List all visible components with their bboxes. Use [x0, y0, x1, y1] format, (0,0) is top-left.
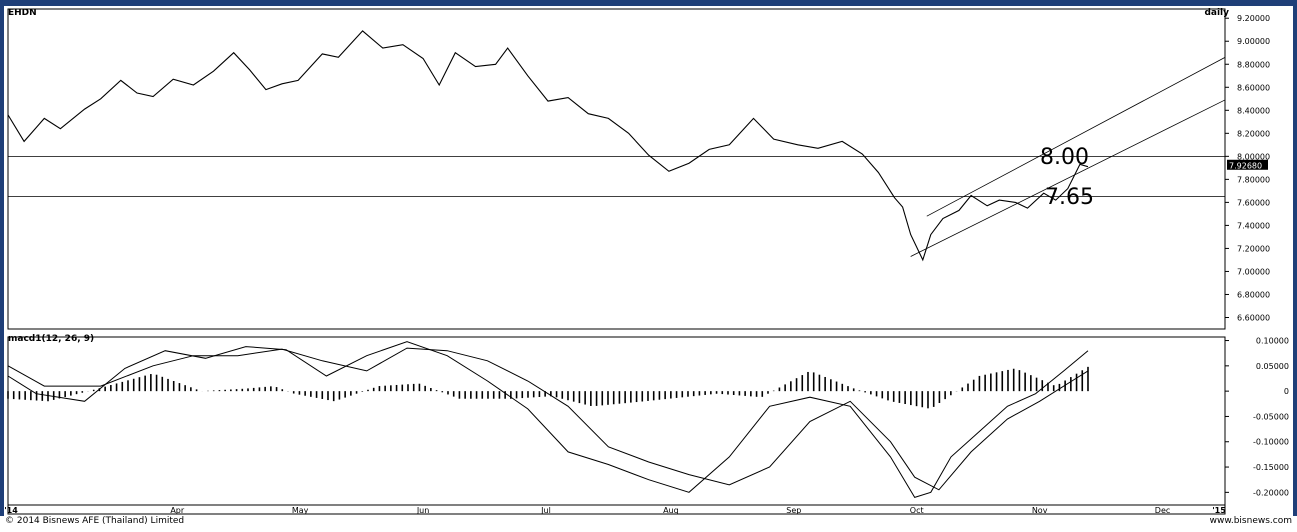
macd-y-tick-label: 0	[1284, 387, 1289, 396]
price-y-tick-label: 8.00000	[1237, 152, 1270, 161]
x-axis-label: Jul	[540, 506, 551, 515]
x-axis-label: '15	[1212, 506, 1226, 515]
macd-macd-line	[7, 341, 1089, 498]
level-annotation: 8.00	[1040, 145, 1089, 170]
macd-signal-line	[7, 347, 1089, 491]
macd-panel: 0.10000 0.05000 0 -0.05000 -0.10000 -0.15000 -…	[7, 337, 1289, 498]
price-y-tick-label: 8.40000	[1237, 106, 1270, 115]
price-y-tick-label: 7.40000	[1237, 221, 1270, 230]
right-frame-bar	[1293, 0, 1297, 516]
macd-y-tick-label: -0.05000	[1253, 412, 1289, 421]
trend-channel-upper-line	[926, 56, 1226, 217]
price-panel-frame	[7, 8, 1226, 330]
x-axis-label: Apr	[170, 506, 185, 515]
level-annotation: 7.65	[1045, 185, 1094, 210]
x-axis: '14 Apr May Jun Jul Aug Sep Oct Nov Dec '15	[4, 506, 1226, 515]
price-y-tick-label: 7.20000	[1237, 244, 1270, 253]
price-y-tick-label: 6.60000	[1237, 313, 1270, 322]
x-axis-frame	[7, 504, 1226, 515]
price-y-tick-label: 8.80000	[1237, 60, 1270, 69]
x-axis-label: Aug	[663, 506, 679, 515]
panel-frames	[7, 8, 1226, 515]
macd-y-tick-label: -0.20000	[1253, 488, 1289, 497]
x-axis-label: '14	[4, 506, 18, 515]
x-axis-label: May	[292, 506, 309, 515]
macd-y-tick-label: 0.05000	[1256, 362, 1289, 371]
x-axis-label: Nov	[1032, 506, 1048, 515]
trend-channel-lower-line	[910, 99, 1226, 257]
price-y-tick-label: 6.80000	[1237, 290, 1270, 299]
price-y-tick-label: 9.00000	[1237, 37, 1270, 46]
price-series-line	[7, 30, 1089, 262]
macd-y-tick-label: 0.10000	[1256, 337, 1289, 346]
x-axis-label: Jun	[416, 506, 430, 515]
symbol-label: EHDN	[8, 8, 37, 18]
macd-label: macd1(12, 26, 9)	[8, 334, 94, 344]
left-frame-bar	[0, 0, 4, 516]
price-y-tick-label: 8.20000	[1237, 129, 1270, 138]
copyright-text: © 2014 Bisnews AFE (Thailand) Limited	[5, 516, 185, 526]
price-y-tick-label: 8.60000	[1237, 83, 1270, 92]
website-link[interactable]: www.bisnews.com	[1209, 516, 1292, 526]
x-axis-label: Oct	[910, 506, 924, 515]
price-panel: 9.20000 9.00000 8.80000 8.60000 8.40000 8.200…	[7, 14, 1270, 322]
macd-y-tick-label: -0.10000	[1253, 438, 1289, 447]
macd-y-tick-label: -0.15000	[1253, 463, 1289, 472]
x-axis-label: Dec	[1155, 506, 1170, 515]
price-y-tick-label: 7.00000	[1237, 267, 1270, 276]
x-axis-label: Sep	[786, 506, 801, 515]
price-y-tick-label: 7.60000	[1237, 198, 1270, 207]
last-price-box	[1227, 159, 1268, 170]
top-frame-bar	[0, 0, 1297, 6]
price-y-tick-label: 9.20000	[1237, 14, 1270, 23]
price-y-tick-label: 7.80000	[1237, 175, 1270, 184]
last-price-label: 7.92680	[1229, 161, 1262, 170]
interval-label: daily	[1204, 8, 1229, 18]
